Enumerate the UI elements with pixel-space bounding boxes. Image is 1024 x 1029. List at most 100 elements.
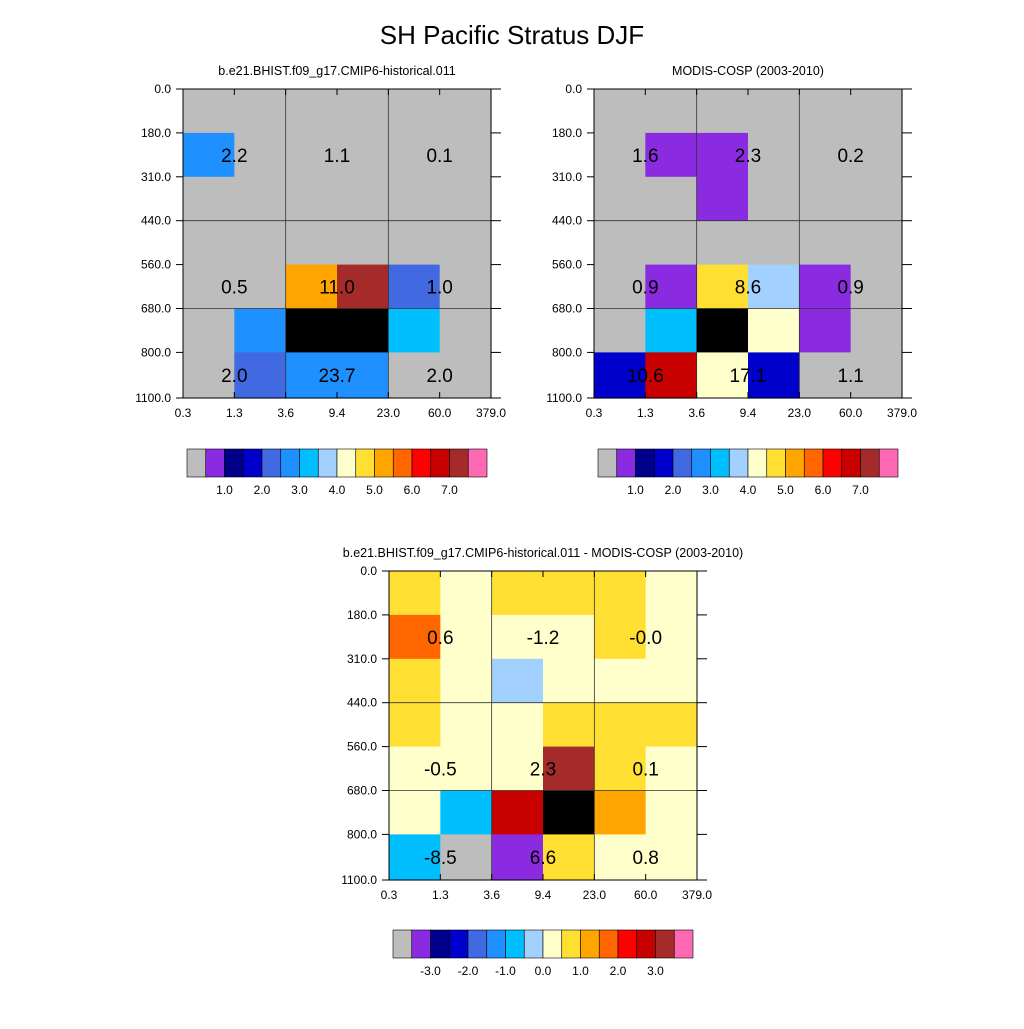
- x-tick-label: 1.3: [637, 406, 654, 420]
- x-tick-label: 60.0: [839, 406, 863, 420]
- heatmap-cell: [491, 790, 544, 835]
- y-tick-label: 0.0: [360, 564, 377, 578]
- colorbar-box: [392, 929, 413, 959]
- heatmap-cell: [439, 132, 492, 178]
- heatmap-cell: [799, 308, 852, 353]
- heatmap-cell: [183, 132, 235, 178]
- heatmap-cell: [748, 264, 800, 310]
- heatmap-cell: [440, 658, 493, 704]
- x-tick-label: 60.0: [634, 888, 658, 902]
- x-tick-label: 23.0: [377, 406, 401, 420]
- heatmap-cell: [594, 702, 647, 748]
- colorbar-label: 3.0: [291, 483, 308, 497]
- heatmap-cell: [234, 352, 287, 399]
- heatmap-cell: [645, 352, 698, 399]
- heatmap-cell: [234, 264, 287, 310]
- heatmap-cell: [799, 176, 852, 222]
- x-tick-label: 0.3: [586, 406, 603, 420]
- colorbar-box: [878, 448, 899, 478]
- colorbar-box: [448, 929, 469, 959]
- cell-value-label: 2.3: [735, 146, 761, 167]
- heatmap-cell: [389, 702, 441, 748]
- colorbar-label: 3.0: [702, 483, 719, 497]
- heatmap-cell: [645, 790, 698, 835]
- colorbar-box: [467, 448, 488, 478]
- x-tick-label: 9.4: [329, 406, 346, 420]
- colorbar-box: [355, 448, 375, 478]
- x-tick-label: 3.6: [277, 406, 294, 420]
- colorbar-label: 1.0: [216, 483, 233, 497]
- cell-value-label: 0.1: [632, 760, 658, 781]
- heatmap-cell: [696, 220, 749, 266]
- cell-value-label: 0.9: [837, 278, 863, 299]
- y-tick-label: 440.0: [141, 214, 171, 228]
- y-tick-label: 800.0: [552, 345, 582, 359]
- heatmap-cell: [491, 746, 544, 792]
- y-tick-label: 310.0: [347, 652, 377, 666]
- x-tick-label: 0.3: [175, 406, 192, 420]
- colorbar-box: [430, 448, 450, 478]
- heatmap-cell: [439, 352, 492, 399]
- colorbar-box: [747, 448, 768, 478]
- heatmap-cell: [543, 658, 595, 704]
- colorbar-box: [822, 448, 843, 478]
- colorbar-label: 2.0: [254, 483, 271, 497]
- colorbar-box: [803, 448, 824, 478]
- cell-value-label: 17.1: [730, 366, 767, 387]
- heatmap-cell: [543, 746, 595, 792]
- colorbar-box: [261, 448, 282, 478]
- y-tick-label: 440.0: [347, 696, 377, 710]
- y-tick-label: 310.0: [141, 170, 171, 184]
- colorbar: 1.0 2.0 3.0 4.0 5.0 6.0 7.0: [186, 448, 488, 497]
- colorbar-box: [691, 448, 711, 478]
- colorbar-label: 3.0: [647, 964, 664, 978]
- heatmap-cell: [440, 614, 493, 660]
- colorbar-box: [486, 929, 506, 959]
- colorbar-box: [672, 448, 693, 478]
- cell-value-label: 0.9: [632, 278, 658, 299]
- heatmap-cell: [645, 746, 698, 792]
- x-tick-label: 379.0: [887, 406, 917, 420]
- heatmap-cell: [594, 308, 646, 353]
- heatmap-cell: [748, 132, 800, 178]
- colorbar-box: [411, 448, 432, 478]
- y-tick-label: 180.0: [347, 608, 377, 622]
- heatmap-cell: [748, 308, 800, 353]
- colorbar-label: 2.0: [610, 964, 627, 978]
- cell-value-label: 8.6: [735, 278, 761, 299]
- heatmap-cell: [850, 264, 903, 310]
- colorbar-box: [392, 448, 413, 478]
- heatmap-cell: [594, 264, 646, 310]
- heatmap-cell: [183, 176, 235, 222]
- heatmap-cell: [440, 790, 493, 835]
- heatmap-cell: [696, 176, 749, 222]
- heatmap-cell: [285, 264, 338, 310]
- cell-value-label: 1.1: [837, 366, 863, 387]
- heatmap-cell: [594, 132, 646, 178]
- panel-title: b.e21.BHIST.f09_g17.CMIP6-historical.011…: [343, 546, 743, 560]
- heatmap-cell: [388, 220, 441, 266]
- heatmap-cell: [285, 89, 338, 134]
- x-tick-label: 379.0: [682, 888, 712, 902]
- heatmap-cell: [389, 658, 441, 704]
- x-tick-label: 1.3: [226, 406, 243, 420]
- cell-value-label: 0.5: [221, 278, 247, 299]
- cell-value-label: 1.6: [632, 146, 658, 167]
- heatmap-cell: [439, 220, 492, 266]
- colorbar-box: [653, 448, 674, 478]
- y-tick-label: 680.0: [141, 302, 171, 316]
- heatmap-cell: [337, 308, 389, 353]
- heatmap-cell: [183, 220, 235, 266]
- heatmap-cell: [337, 220, 389, 266]
- heatmap-cell: [183, 89, 235, 134]
- colorbar-label: 6.0: [815, 483, 832, 497]
- y-tick-label: 680.0: [552, 302, 582, 316]
- heatmap-cell: [337, 89, 389, 134]
- heatmap-cell: [543, 614, 595, 660]
- colorbar-box: [766, 448, 786, 478]
- heatmap-panel-2: MODIS-COSP (2003-2010) 0.3 1.3 3.6 9.4 23.0 60…: [546, 64, 917, 497]
- colorbar-box: [636, 929, 656, 959]
- heatmap-cell: [439, 264, 492, 310]
